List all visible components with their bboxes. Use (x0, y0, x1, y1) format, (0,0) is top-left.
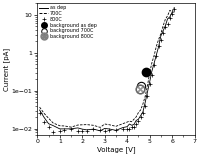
X-axis label: Voltage [V]: Voltage [V] (97, 146, 135, 153)
Y-axis label: Current [pA]: Current [pA] (3, 47, 10, 91)
Legend: as dep, 700C, 800C, background as dep, background 700C, background 800C: as dep, 700C, 800C, background as dep, b… (39, 5, 97, 40)
